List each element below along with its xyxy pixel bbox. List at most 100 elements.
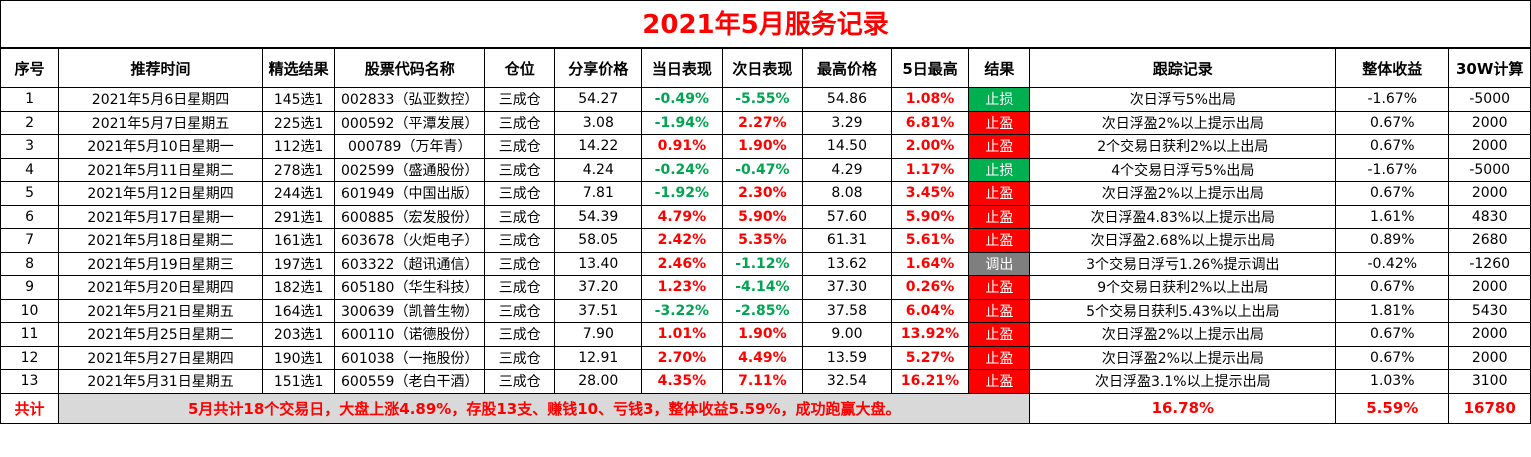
row-number-cell[interactable]: 5 [0,181,60,206]
header-cell[interactable]: 跟踪记录 [1029,48,1337,88]
date-cell[interactable]: 2021年5月7日星期五 [58,110,263,135]
result-cell[interactable]: 止盈 [968,298,1031,323]
track-record-cell[interactable]: 次日浮盈2%以上提示出局 [1029,345,1337,370]
stock-cell[interactable]: 300639（凯普生物） [334,298,486,323]
pick-cell[interactable]: 291选1 [261,204,336,229]
result-cell[interactable]: 止盈 [968,204,1031,229]
price-cell[interactable]: 58.05 [554,228,643,253]
result-cell[interactable]: 调出 [968,251,1031,276]
track-record-cell[interactable]: 次日浮盈4.83%以上提示出局 [1029,204,1337,229]
five-day-high-cell[interactable]: 13.92% [890,322,970,347]
five-day-high-cell[interactable]: 5.61% [890,228,970,253]
stock-cell[interactable]: 000789（万年青） [334,134,486,159]
row-number-cell[interactable]: 2 [0,110,60,135]
header-cell[interactable]: 次日表现 [721,48,804,88]
high-price-cell[interactable]: 61.31 [802,228,892,253]
day-change-cell[interactable]: 1.01% [641,322,723,347]
next-day-change-cell[interactable]: 1.90% [721,134,804,159]
five-day-high-cell[interactable]: 1.08% [890,87,970,112]
high-price-cell[interactable]: 37.30 [802,275,892,300]
overall-return-cell[interactable]: 0.89% [1335,228,1450,253]
track-record-cell[interactable]: 次日浮盈2%以上提示出局 [1029,110,1337,135]
row-number-cell[interactable]: 6 [0,204,60,229]
price-cell[interactable]: 4.24 [554,157,643,182]
high-price-cell[interactable]: 9.00 [802,322,892,347]
result-cell[interactable]: 止盈 [968,181,1031,206]
five-day-high-cell[interactable]: 1.17% [890,157,970,182]
header-cell[interactable]: 仓位 [484,48,556,88]
total-summary-cell[interactable]: 5月共计18个交易日，大盘上涨4.89%，存股13支、赚钱10、亏钱3，整体收益… [58,392,1031,424]
header-cell[interactable]: 精选结果 [261,48,336,88]
position-cell[interactable]: 三成仓 [484,345,556,370]
day-change-cell[interactable]: 1.23% [641,275,723,300]
calc-cell[interactable]: 2000 [1448,181,1531,206]
row-number-cell[interactable]: 9 [0,275,60,300]
position-cell[interactable]: 三成仓 [484,204,556,229]
row-number-cell[interactable]: 13 [0,369,60,394]
row-number-cell[interactable]: 11 [0,322,60,347]
result-cell[interactable]: 止损 [968,87,1031,112]
day-change-cell[interactable]: 2.42% [641,228,723,253]
overall-return-cell[interactable]: 0.67% [1335,110,1450,135]
day-change-cell[interactable]: 0.91% [641,134,723,159]
next-day-change-cell[interactable]: -1.12% [721,251,804,276]
calc-cell[interactable]: 2680 [1448,228,1531,253]
date-cell[interactable]: 2021年5月12日星期四 [58,181,263,206]
header-cell[interactable]: 分享价格 [554,48,643,88]
calc-cell[interactable]: 2000 [1448,322,1531,347]
result-cell[interactable]: 止盈 [968,369,1031,394]
five-day-high-cell[interactable]: 3.45% [890,181,970,206]
position-cell[interactable]: 三成仓 [484,228,556,253]
track-record-cell[interactable]: 次日浮亏5%出局 [1029,87,1337,112]
result-cell[interactable]: 止盈 [968,110,1031,135]
total-overall-cell[interactable]: 5.59% [1335,392,1450,424]
position-cell[interactable]: 三成仓 [484,298,556,323]
track-record-cell[interactable]: 4个交易日浮亏5%出局 [1029,157,1337,182]
high-price-cell[interactable]: 14.50 [802,134,892,159]
price-cell[interactable]: 12.91 [554,345,643,370]
track-record-cell[interactable]: 5个交易日获利5.43%以上出局 [1029,298,1337,323]
price-cell[interactable]: 7.90 [554,322,643,347]
position-cell[interactable]: 三成仓 [484,134,556,159]
next-day-change-cell[interactable]: 1.90% [721,322,804,347]
calc-cell[interactable]: -5000 [1448,157,1531,182]
pick-cell[interactable]: 161选1 [261,228,336,253]
stock-cell[interactable]: 605180（华生科技） [334,275,486,300]
date-cell[interactable]: 2021年5月27日星期四 [58,345,263,370]
track-record-cell[interactable]: 次日浮盈3.1%以上提示出局 [1029,369,1337,394]
date-cell[interactable]: 2021年5月25日星期二 [58,322,263,347]
row-number-cell[interactable]: 10 [0,298,60,323]
five-day-high-cell[interactable]: 5.90% [890,204,970,229]
header-cell[interactable]: 5日最高 [890,48,970,88]
next-day-change-cell[interactable]: -0.47% [721,157,804,182]
calc-cell[interactable]: 2000 [1448,275,1531,300]
next-day-change-cell[interactable]: -5.55% [721,87,804,112]
date-cell[interactable]: 2021年5月11日星期二 [58,157,263,182]
stock-cell[interactable]: 002599（盛通股份） [334,157,486,182]
overall-return-cell[interactable]: 1.03% [1335,369,1450,394]
pick-cell[interactable]: 244选1 [261,181,336,206]
stock-cell[interactable]: 603678（火炬电子） [334,228,486,253]
header-cell[interactable]: 整体收益 [1335,48,1450,88]
price-cell[interactable]: 28.00 [554,369,643,394]
high-price-cell[interactable]: 13.59 [802,345,892,370]
stock-cell[interactable]: 000592（平潭发展） [334,110,486,135]
row-number-cell[interactable]: 8 [0,251,60,276]
five-day-high-cell[interactable]: 6.81% [890,110,970,135]
pick-cell[interactable]: 151选1 [261,369,336,394]
result-cell[interactable]: 止盈 [968,275,1031,300]
position-cell[interactable]: 三成仓 [484,275,556,300]
header-cell[interactable]: 股票代码名称 [334,48,486,88]
five-day-high-cell[interactable]: 0.26% [890,275,970,300]
date-cell[interactable]: 2021年5月6日星期四 [58,87,263,112]
day-change-cell[interactable]: 4.35% [641,369,723,394]
date-cell[interactable]: 2021年5月19日星期三 [58,251,263,276]
result-cell[interactable]: 止盈 [968,134,1031,159]
high-price-cell[interactable]: 13.62 [802,251,892,276]
result-cell[interactable]: 止盈 [968,228,1031,253]
header-cell[interactable]: 最高价格 [802,48,892,88]
five-day-high-cell[interactable]: 6.04% [890,298,970,323]
overall-return-cell[interactable]: 1.61% [1335,204,1450,229]
row-number-cell[interactable]: 3 [0,134,60,159]
pick-cell[interactable]: 190选1 [261,345,336,370]
